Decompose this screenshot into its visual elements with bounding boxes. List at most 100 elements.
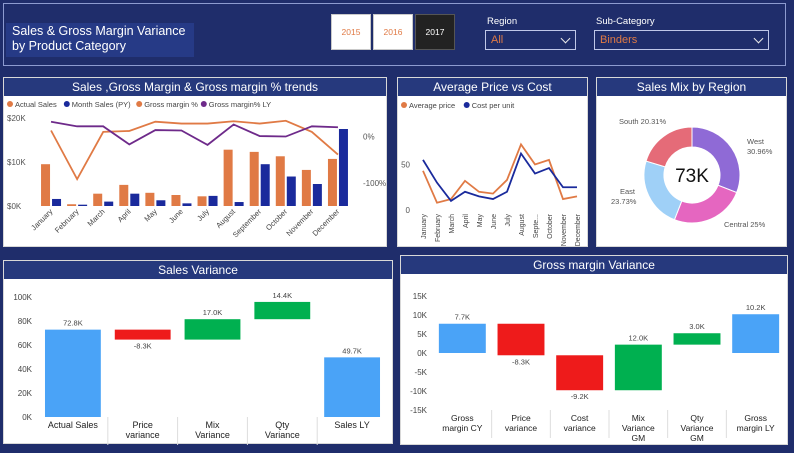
x-category-label: GM bbox=[690, 433, 704, 443]
x-tick-label: January bbox=[29, 207, 54, 232]
pie-label-value: 30.96% bbox=[747, 147, 773, 156]
y-tick-label: 0K bbox=[417, 349, 427, 358]
x-tick-label: October bbox=[547, 213, 554, 239]
gm-variance-title: Gross margin Variance bbox=[401, 256, 787, 274]
bar-month-sales-py bbox=[52, 198, 62, 206]
waterfall-bar-total bbox=[324, 357, 381, 417]
x-tick-label: February bbox=[435, 214, 442, 243]
gm-variance-chart: 15K 10K 5K 0K -5K -10K -15K 7.7K -8.3K -9.2K 12.0K… bbox=[410, 292, 780, 443]
data-label: 17.0K bbox=[203, 308, 223, 317]
region-dropdown[interactable]: All bbox=[485, 30, 576, 50]
y-tick-label: $10K bbox=[7, 158, 26, 167]
x-category-label: Gross bbox=[451, 413, 474, 423]
data-label: 7.7K bbox=[455, 313, 470, 322]
bar-actual-sales bbox=[223, 149, 233, 206]
legend-marker-0 bbox=[401, 102, 407, 108]
bar-actual-sales bbox=[93, 193, 103, 206]
bar-actual-sales bbox=[171, 195, 181, 206]
waterfall-bar-total bbox=[44, 329, 101, 417]
line-cost-per-unit bbox=[422, 151, 577, 203]
x-tick-label: March bbox=[86, 207, 107, 228]
header-bar: Sales & Gross Margin Variance by Product… bbox=[3, 3, 786, 66]
bar-actual-sales bbox=[301, 169, 311, 206]
x-category-label: Qty bbox=[690, 413, 704, 423]
legend-marker-2 bbox=[136, 101, 143, 107]
data-label: 14.4K bbox=[272, 291, 292, 300]
x-category-label: Mix bbox=[206, 420, 220, 430]
data-label: 3.0K bbox=[689, 322, 704, 331]
data-label: -8.3K bbox=[512, 357, 530, 366]
year-button-2016[interactable]: 2016 bbox=[373, 14, 413, 50]
subcategory-dropdown[interactable]: Binders bbox=[594, 30, 769, 50]
bar-actual-sales bbox=[67, 204, 77, 206]
y-tick-label: -15K bbox=[410, 406, 428, 415]
year-button-2015[interactable]: 2015 bbox=[331, 14, 371, 50]
waterfall-bar-increase bbox=[254, 301, 311, 320]
x-category-label: margin CY bbox=[442, 423, 482, 433]
y-tick-label: 40K bbox=[18, 365, 33, 374]
sales-variance-panel: Sales Variance 100K 80K 60K 40K 20K 0K 72.8K -8… bbox=[3, 260, 393, 445]
waterfall-bar-increase bbox=[614, 344, 662, 391]
waterfall-bar-increase bbox=[184, 319, 241, 340]
y-tick-label: 10K bbox=[413, 311, 428, 320]
y-tick-label: 20K bbox=[18, 389, 33, 398]
x-category-label: Variance bbox=[195, 430, 230, 440]
x-category-label: Variance bbox=[622, 423, 655, 433]
x-tick-label: June bbox=[167, 207, 185, 225]
x-category-label: Gross bbox=[744, 413, 767, 423]
y-tick-label: 50 bbox=[401, 160, 410, 169]
region-label: Region bbox=[487, 16, 518, 27]
x-tick-label: May bbox=[477, 214, 484, 228]
x-category-label: Actual Sales bbox=[48, 420, 99, 430]
data-label: 49.7K bbox=[342, 346, 362, 355]
pie-slice-south bbox=[645, 126, 693, 168]
data-label: 72.8K bbox=[63, 319, 83, 328]
x-tick-label: December bbox=[575, 213, 582, 246]
pie-label-name: Central 25% bbox=[724, 220, 766, 229]
y2-tick-label: 0% bbox=[363, 133, 375, 142]
x-tick-label: April bbox=[116, 207, 133, 224]
pie-label-name: South 20.31% bbox=[619, 117, 666, 126]
waterfall-bar-increase bbox=[673, 333, 721, 345]
pie-slice-central bbox=[673, 184, 738, 224]
waterfall-bar-decrease bbox=[556, 355, 604, 391]
bar-actual-sales bbox=[327, 158, 337, 206]
sales-mix-panel: Sales Mix by Region 73K West 30.96% Central… bbox=[596, 77, 787, 247]
legend-marker-0 bbox=[7, 101, 13, 107]
price-cost-chart: Average price Cost per unit 50 0 January Febr… bbox=[401, 101, 582, 246]
x-category-label: Qty bbox=[275, 420, 290, 430]
bar-month-sales-py bbox=[338, 129, 348, 206]
bar-actual-sales bbox=[275, 156, 285, 206]
x-category-label: Variance bbox=[681, 423, 714, 433]
x-category-label: variance bbox=[564, 423, 596, 433]
waterfall-bar-total bbox=[438, 323, 486, 353]
data-label: -9.2K bbox=[571, 392, 589, 401]
price-cost-title: Average Price vs Cost bbox=[398, 78, 587, 96]
pie-label-name: East bbox=[620, 187, 636, 196]
waterfall-bar-decrease bbox=[497, 323, 545, 356]
x-tick-label: June bbox=[491, 214, 498, 229]
trends-title: Sales ,Gross Margin & Gross margin % tre… bbox=[4, 78, 386, 96]
year-button-2017[interactable]: 2017 bbox=[415, 14, 455, 50]
y-tick-label: 80K bbox=[18, 317, 33, 326]
y-tick-label: 0K bbox=[22, 413, 32, 422]
legend-label-2: Gross margin % bbox=[144, 100, 198, 109]
x-tick-label: February bbox=[53, 207, 81, 235]
bar-actual-sales bbox=[145, 192, 155, 206]
y-tick-label: 100K bbox=[13, 293, 32, 302]
x-tick-label: November bbox=[561, 213, 568, 246]
data-label: 10.2K bbox=[746, 303, 766, 312]
waterfall-bar-decrease bbox=[114, 329, 171, 340]
x-tick-label: April bbox=[463, 214, 470, 228]
legend-label-1: Month Sales (PY) bbox=[72, 100, 131, 109]
bar-month-sales-py bbox=[182, 203, 192, 206]
chevron-down-icon bbox=[560, 33, 571, 44]
line-average-price bbox=[422, 142, 578, 204]
bar-month-sales-py bbox=[286, 176, 296, 206]
x-tick-label: December bbox=[311, 207, 342, 238]
bar-month-sales-py bbox=[312, 184, 322, 206]
bar-month-sales-py bbox=[234, 202, 244, 206]
line-gross-margin-- bbox=[50, 119, 339, 182]
bar-actual-sales bbox=[41, 164, 51, 206]
